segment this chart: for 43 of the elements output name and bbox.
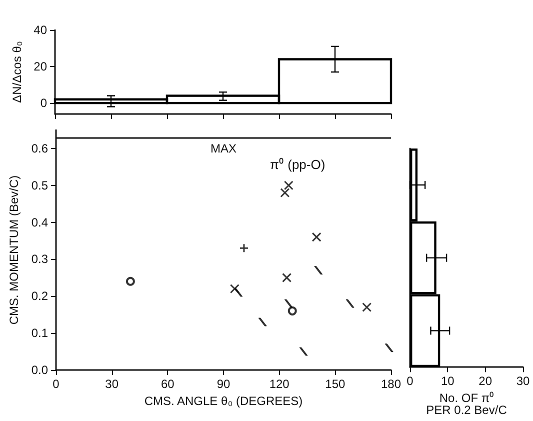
x-tick-label: 20	[478, 374, 492, 388]
point	[280, 188, 290, 198]
point	[234, 288, 243, 297]
point	[312, 232, 322, 242]
y-tick-label: 0.2	[31, 289, 48, 304]
y-tick-label: 0.6	[31, 141, 48, 156]
y-axis-title: ΔN/Δcos θ₀	[10, 41, 24, 103]
point	[299, 347, 308, 356]
x-axis-title: CMS. ANGLE θ₀ (DEGREES)	[144, 394, 303, 408]
y-tick-label: 20	[34, 60, 48, 74]
y-tick-label: 40	[34, 23, 48, 37]
y-tick-label: 0	[40, 96, 48, 110]
point	[258, 318, 267, 326]
x-tick-label: 30	[516, 374, 530, 388]
x-tick-label: 30	[105, 377, 119, 391]
point	[362, 302, 372, 312]
x-tick-label: 60	[160, 377, 175, 391]
point	[346, 299, 354, 308]
x-tick-label: 180	[380, 377, 402, 391]
x-tick-label: 90	[216, 377, 230, 391]
point	[239, 243, 249, 253]
x-tick-label: 10	[440, 374, 455, 388]
point	[288, 306, 297, 316]
y-tick-label: 0.1	[31, 326, 48, 340]
point	[384, 344, 394, 352]
point	[314, 266, 323, 275]
x-tick-label: 0	[52, 377, 60, 391]
point	[126, 276, 135, 286]
y-tick-label: 0.4	[31, 215, 48, 230]
annotation: π⁰ (pp-O)	[270, 157, 326, 172]
ref-line-label: MAX	[210, 141, 237, 156]
point	[282, 272, 292, 282]
y-tick-label: 0.0	[31, 363, 48, 377]
point	[230, 284, 240, 294]
y-axis-title: CMS. MOMENTUM (Bev/C)	[7, 175, 21, 325]
x-tick-label: 150	[325, 377, 346, 391]
x-tick-label: 120	[269, 377, 290, 391]
point	[284, 180, 294, 190]
point	[284, 299, 293, 308]
x-axis-title: No. OF π⁰ PER 0.2 Bev/C	[426, 391, 508, 417]
y-tick-label: 0.3	[31, 252, 48, 266]
x-tick-label: 0	[406, 374, 414, 388]
y-tick-label: 0.5	[31, 178, 48, 192]
